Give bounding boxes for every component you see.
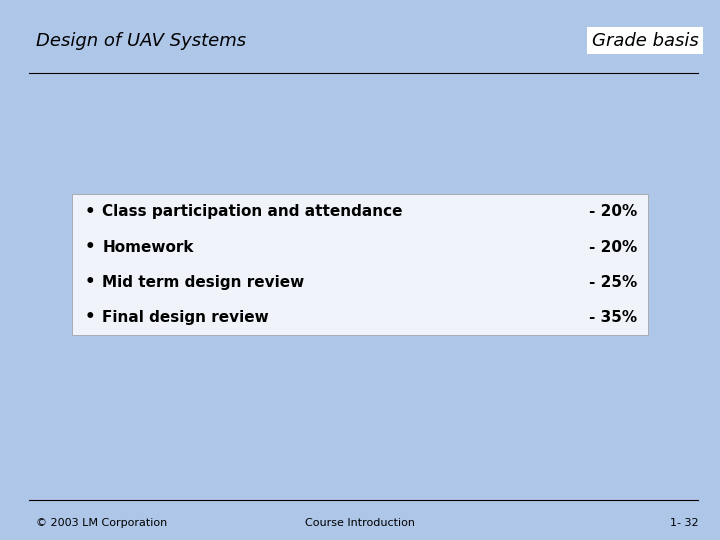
FancyBboxPatch shape: [72, 194, 648, 335]
Text: Mid term design review: Mid term design review: [102, 275, 305, 289]
Text: Final design review: Final design review: [102, 310, 269, 325]
Text: Design of UAV Systems: Design of UAV Systems: [36, 31, 246, 50]
Text: Grade basis: Grade basis: [592, 31, 698, 50]
Text: Course Introduction: Course Introduction: [305, 518, 415, 528]
Text: •: •: [85, 308, 96, 326]
Text: •: •: [85, 203, 96, 221]
Text: - 20%: - 20%: [589, 240, 637, 254]
Text: •: •: [85, 273, 96, 291]
Text: - 25%: - 25%: [589, 275, 637, 289]
Text: © 2003 LM Corporation: © 2003 LM Corporation: [36, 518, 167, 528]
Text: - 35%: - 35%: [589, 310, 637, 325]
Text: Class participation and attendance: Class participation and attendance: [102, 205, 402, 219]
Text: 1- 32: 1- 32: [670, 518, 698, 528]
Text: •: •: [85, 238, 96, 256]
Text: - 20%: - 20%: [589, 205, 637, 219]
Text: Homework: Homework: [102, 240, 194, 254]
